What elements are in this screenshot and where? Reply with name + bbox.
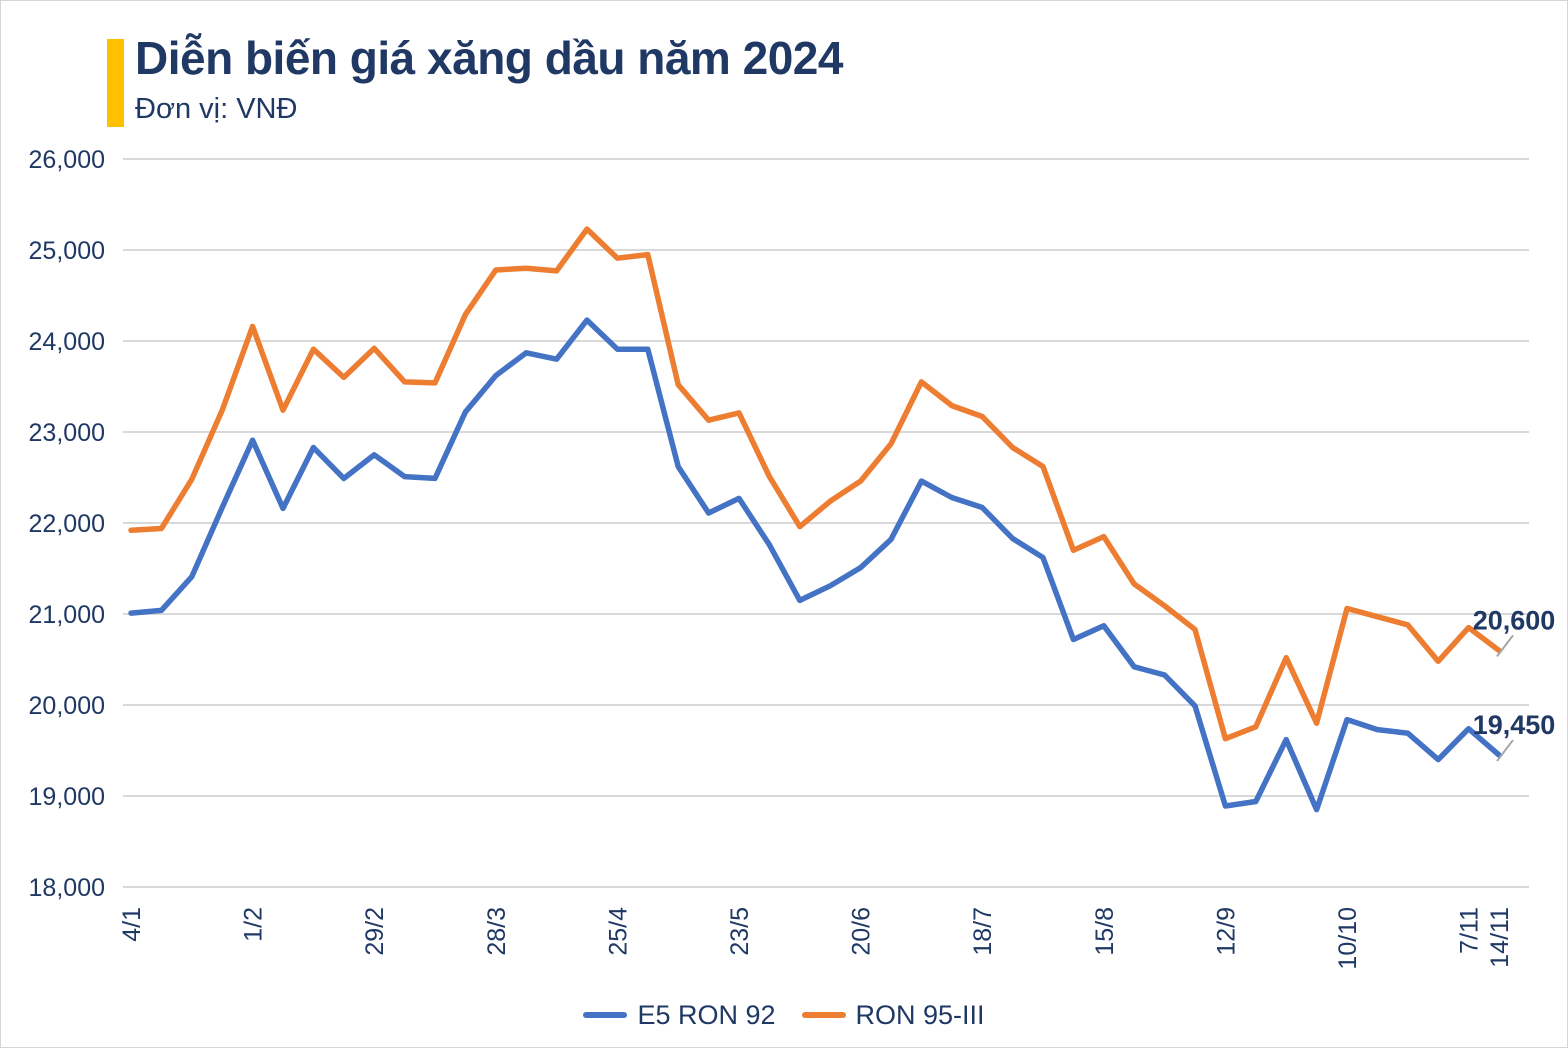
x-tick-label: 12/9	[1212, 907, 1240, 956]
legend-item-ron-95-iii: RON 95-III	[801, 999, 985, 1031]
y-tick-label: 18,000	[29, 874, 105, 902]
series-end-value-label: 20,600	[1473, 605, 1556, 635]
x-tick-label: 28/3	[483, 907, 511, 956]
x-tick-label: 20/6	[848, 907, 876, 956]
x-tick-label: 15/8	[1091, 907, 1119, 956]
legend-swatch-e5-ron-92	[583, 1012, 628, 1018]
series-line-ron-95-iii	[128, 226, 1502, 742]
y-tick-label: 23,000	[29, 419, 105, 447]
x-tick-label: 14/11	[1486, 907, 1514, 968]
chart-unit-label: Đơn vị: VNĐ	[135, 93, 298, 125]
x-tick-label: 7/11	[1456, 907, 1484, 954]
x-tick-label: 1/2	[240, 907, 268, 942]
chart-legend: E5 RON 92 RON 95-III	[1, 993, 1567, 1037]
x-tick-label: 4/1	[118, 907, 146, 942]
legend-item-e5-ron-92: E5 RON 92	[583, 999, 776, 1031]
y-tick-label: 25,000	[29, 237, 105, 265]
x-tick-label: 10/10	[1334, 907, 1362, 970]
x-tick-label: 29/2	[361, 907, 389, 956]
y-tick-label: 24,000	[29, 328, 105, 356]
series-end-value-label: 19,450	[1473, 710, 1556, 740]
end-label-leader-line	[1496, 634, 1514, 658]
x-tick-label: 25/4	[604, 907, 632, 956]
end-label-leader-line	[1496, 739, 1514, 762]
y-tick-label: 19,000	[29, 783, 105, 811]
legend-swatch-ron-95-iii	[801, 1012, 846, 1018]
y-tick-label: 26,000	[29, 146, 105, 174]
title-accent-bar	[107, 39, 124, 127]
series-line-e5-ron-92	[128, 317, 1502, 813]
y-tick-label: 20,000	[29, 692, 105, 720]
legend-label-e5-ron-92: E5 RON 92	[637, 999, 776, 1030]
y-tick-label: 21,000	[29, 601, 105, 629]
x-tick-label: 18/7	[969, 907, 997, 956]
chart-title: Diễn biến giá xăng dầu năm 2024	[135, 32, 843, 84]
x-tick-label: 23/5	[726, 907, 754, 956]
y-tick-label: 22,000	[29, 510, 105, 538]
legend-label-ron-95-iii: RON 95-III	[855, 999, 985, 1030]
